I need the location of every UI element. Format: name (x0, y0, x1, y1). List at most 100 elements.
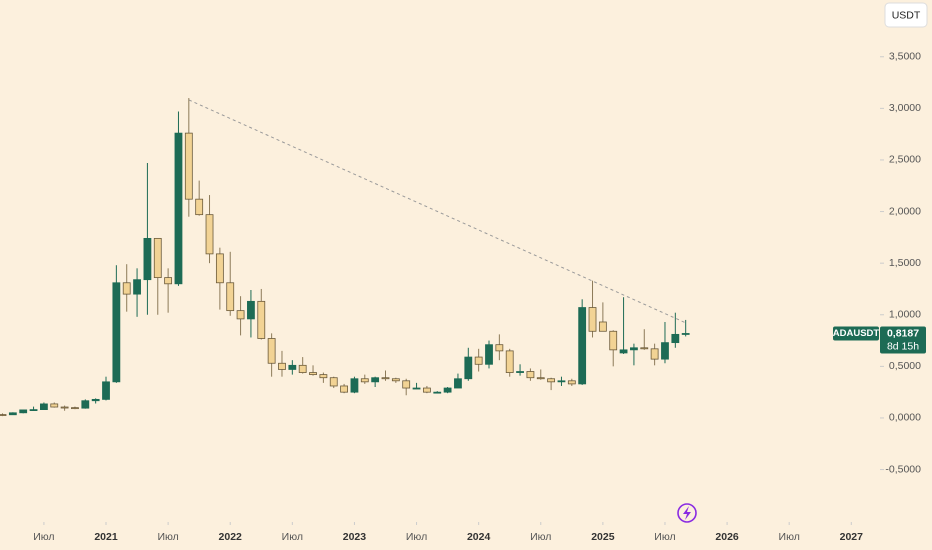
candle (143, 163, 152, 315)
candle (247, 289, 255, 338)
candle-body (215, 253, 224, 284)
candle (391, 377, 400, 383)
candle-body (71, 407, 79, 410)
candle-body (536, 377, 545, 380)
flash-icon[interactable] (677, 503, 697, 523)
x-tick-label: 2025 (591, 531, 615, 543)
candle-body (50, 403, 59, 408)
candle-body (8, 412, 17, 416)
candle (350, 376, 359, 394)
candle (650, 343, 659, 366)
candle (50, 402, 59, 408)
candle (267, 333, 276, 377)
candle-body (29, 409, 38, 412)
candle-body (340, 385, 348, 393)
x-tick-label: 2026 (715, 531, 739, 543)
y-tick-label: 1,0000 (889, 309, 921, 321)
x-tick-label: Июл (406, 531, 427, 543)
candle-body (640, 347, 649, 350)
candle-body (557, 380, 566, 383)
candle (215, 247, 224, 310)
price-badge (880, 326, 926, 354)
x-tick-label: 2027 (840, 531, 864, 543)
candle-body (371, 377, 380, 383)
candle (205, 195, 214, 264)
candle (112, 265, 121, 383)
candle-body (671, 333, 680, 344)
candle (495, 334, 504, 361)
candle (578, 299, 587, 385)
candle (557, 376, 566, 386)
candle (340, 383, 348, 394)
candle (536, 369, 545, 380)
x-tick-label: 2024 (467, 531, 491, 543)
x-tick-label: Июл (33, 531, 54, 543)
candle (681, 319, 690, 337)
y-tick-label: -0,5000 (885, 463, 921, 475)
candle (71, 406, 79, 410)
candle (360, 374, 369, 384)
candle-body (402, 380, 411, 389)
candle-body (578, 307, 587, 385)
candle-body (309, 372, 317, 376)
y-tick-label: 3,0000 (889, 102, 921, 114)
x-tick-label: Июл (779, 531, 800, 543)
symbol-label: ADAUSDT (833, 328, 880, 339)
candle-body (184, 132, 193, 200)
candle-body (174, 132, 183, 285)
candle-body (205, 214, 214, 255)
y-tick-label: 3,5000 (889, 51, 921, 63)
candle (464, 347, 473, 381)
candle-body (102, 381, 110, 400)
candle (122, 264, 131, 312)
candle (619, 297, 628, 354)
candle-body (485, 344, 493, 365)
candle (474, 348, 483, 372)
candle-body (661, 342, 669, 360)
candle (257, 288, 266, 340)
candle (319, 372, 328, 383)
trend-line (188, 99, 687, 324)
candle (236, 296, 245, 336)
x-tick-label: Июл (530, 531, 551, 543)
candle-body (650, 348, 659, 360)
candle (60, 405, 69, 411)
y-tick-label: 2,5000 (889, 154, 921, 166)
candle (516, 364, 524, 376)
y-tick-label: 1,5000 (889, 257, 921, 269)
candle-body (588, 307, 597, 332)
candle (226, 251, 235, 316)
candle (81, 399, 90, 409)
candle (661, 321, 669, 364)
candle-body (267, 338, 276, 364)
candle-body (19, 409, 28, 414)
symbol-badge (833, 326, 879, 341)
candle-body (226, 282, 235, 312)
candle (19, 409, 28, 414)
candle-body (454, 378, 462, 389)
candle (640, 329, 649, 350)
x-tick-label: Июл (282, 531, 303, 543)
candle-body (195, 198, 204, 216)
x-tick-label: Июл (157, 531, 178, 543)
candle-body (547, 378, 556, 383)
currency-button[interactable] (884, 2, 928, 28)
candle (402, 378, 411, 396)
candle-body (278, 362, 286, 370)
candle (195, 180, 204, 216)
candle-body (630, 347, 638, 351)
candle-body (619, 349, 628, 354)
candle (329, 376, 338, 389)
candle-body (681, 333, 690, 335)
y-tick-label: 0,5000 (889, 360, 921, 372)
candle (309, 365, 317, 376)
candle-body (443, 387, 452, 393)
candle (412, 382, 421, 390)
candle (630, 343, 638, 366)
candle-body (391, 378, 400, 382)
currency-label: USDT (892, 9, 921, 21)
candle-body (350, 378, 359, 393)
candle (443, 387, 452, 394)
candle (485, 340, 493, 369)
